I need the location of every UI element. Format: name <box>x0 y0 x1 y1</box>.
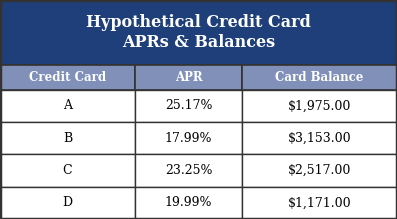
Text: B: B <box>63 132 72 145</box>
Bar <box>135 65 242 90</box>
Text: $1,171.00: $1,171.00 <box>288 196 351 209</box>
Bar <box>0 65 135 90</box>
Bar <box>242 187 397 219</box>
Bar <box>0 0 397 65</box>
Bar <box>0 154 135 187</box>
Bar <box>242 65 397 90</box>
Text: $1,975.00: $1,975.00 <box>288 99 351 112</box>
Text: 19.99%: 19.99% <box>165 196 212 209</box>
Text: A: A <box>63 99 72 112</box>
Bar <box>135 187 242 219</box>
Text: 23.25%: 23.25% <box>165 164 212 177</box>
Text: 17.99%: 17.99% <box>165 132 212 145</box>
Text: C: C <box>63 164 72 177</box>
Bar <box>135 90 242 122</box>
Bar <box>242 90 397 122</box>
Bar <box>135 154 242 187</box>
Text: Credit Card: Credit Card <box>29 71 106 84</box>
Text: Card Balance: Card Balance <box>276 71 364 84</box>
Text: $2,517.00: $2,517.00 <box>288 164 351 177</box>
Bar <box>242 122 397 154</box>
Bar <box>0 90 135 122</box>
Text: APR: APR <box>175 71 202 84</box>
Bar <box>0 187 135 219</box>
Bar <box>242 154 397 187</box>
Bar <box>0 122 135 154</box>
Text: 25.17%: 25.17% <box>165 99 212 112</box>
Bar <box>135 122 242 154</box>
Text: Hypothetical Credit Card
APRs & Balances: Hypothetical Credit Card APRs & Balances <box>86 14 311 51</box>
Text: D: D <box>62 196 73 209</box>
Text: $3,153.00: $3,153.00 <box>288 132 351 145</box>
